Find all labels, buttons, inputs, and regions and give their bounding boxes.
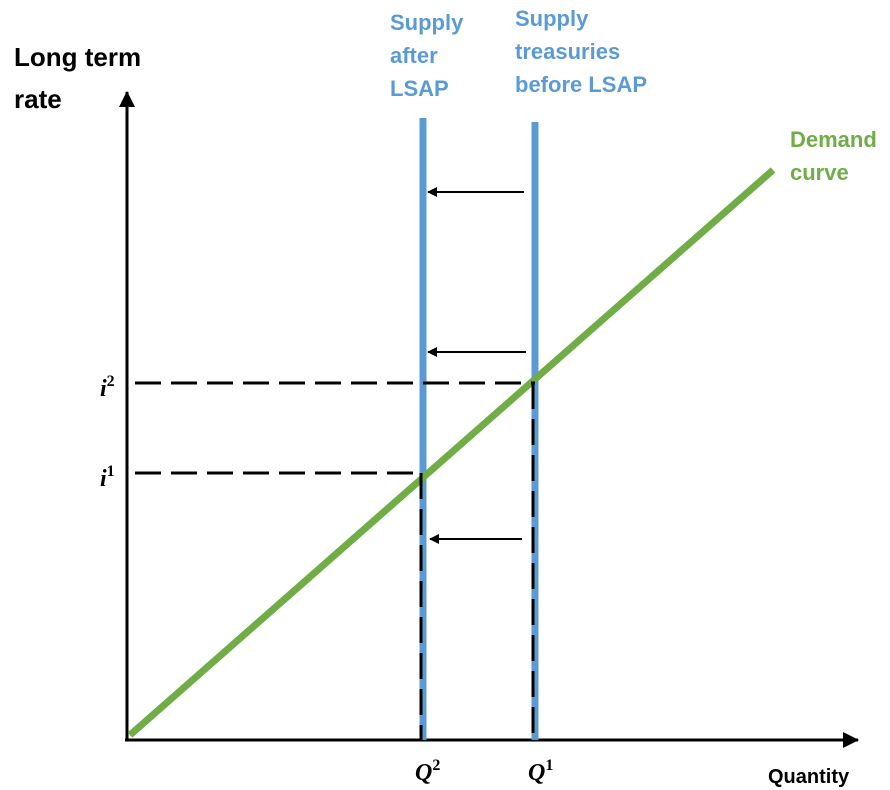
supply-before-label: before LSAP — [515, 72, 647, 97]
demand-label: Demand — [790, 127, 877, 152]
demand-line — [127, 167, 776, 738]
supply-after-label: Supply — [390, 10, 464, 35]
rate-base: i — [100, 376, 107, 402]
rate-sup: 2 — [107, 373, 115, 390]
rate-label: i1 — [100, 463, 115, 492]
y-axis-label: Long term — [14, 42, 141, 72]
x-axis-label: Quantity — [768, 766, 850, 788]
quantity-base: Q — [415, 760, 432, 786]
rate-base: i — [100, 466, 107, 492]
supply-after-label: after — [390, 43, 438, 68]
y-axis-label: rate — [14, 84, 62, 114]
supply-before-label: treasuries — [515, 39, 620, 64]
rate-sup: 1 — [107, 463, 115, 480]
supply-before-label: Supply — [515, 6, 589, 31]
demand-label: curve — [790, 160, 849, 185]
quantity-label: Q2 — [415, 757, 440, 786]
rate-label: i2 — [100, 373, 115, 402]
quantity-label: Q1 — [528, 757, 553, 786]
quantity-sup: 2 — [432, 757, 440, 774]
supply-after-label: LSAP — [390, 76, 449, 101]
quantity-base: Q — [528, 760, 545, 786]
quantity-sup: 1 — [545, 757, 553, 774]
